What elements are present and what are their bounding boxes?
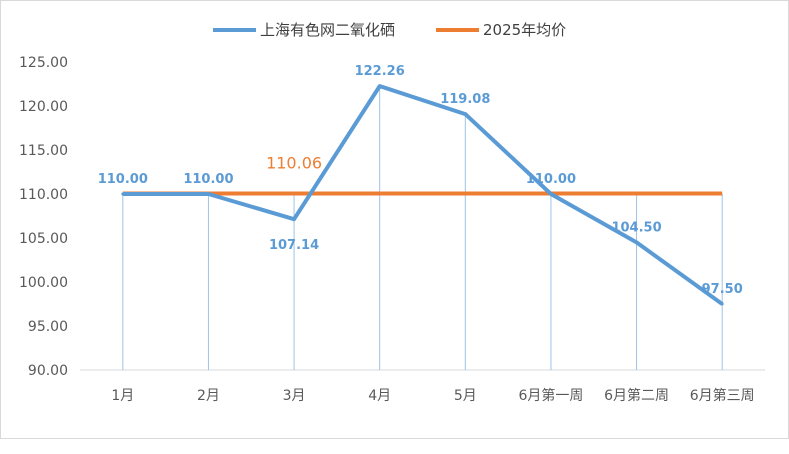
- y-tick-label: 90.00: [28, 363, 68, 379]
- x-tick-label: 5月: [454, 388, 477, 404]
- chart-frame: [0, 0, 789, 439]
- x-axis: 1月 2月 3月 4月 5月 6月第一周 6月第二周 6月第三周: [80, 369, 765, 404]
- y-tick-label: 105.00: [19, 231, 68, 247]
- data-label-2025-average: 110.06: [266, 153, 322, 172]
- legend: 上海有色网二氧化硒 2025年均价: [213, 21, 566, 39]
- series-point-selenium-dioxide: [121, 192, 125, 196]
- y-tick-label: 110.00: [19, 187, 68, 203]
- series-point-selenium-dioxide: [206, 192, 210, 196]
- data-label-selenium-dioxide: 122.26: [355, 64, 405, 79]
- data-label-selenium-dioxide: 107.14: [269, 238, 319, 253]
- y-tick-label: 120.00: [19, 99, 68, 115]
- plot-area: [121, 84, 724, 306]
- data-label-selenium-dioxide: 110.00: [98, 172, 148, 187]
- y-tick-label: 115.00: [19, 143, 68, 159]
- series-point-selenium-dioxide: [635, 240, 639, 244]
- y-tick-label: 95.00: [28, 319, 68, 335]
- x-tick-label: 1月: [111, 388, 134, 404]
- series-point-selenium-dioxide: [378, 84, 382, 88]
- y-axis: 90.00 95.00 100.00 105.00 110.00 115.00 120.00…: [19, 55, 68, 379]
- drop-lines: [122, 86, 723, 370]
- data-labels: 110.00 110.00 107.14 122.26 119.08 110.00 104.…: [98, 64, 743, 297]
- legend-label-series-2: 2025年均价: [483, 21, 566, 39]
- data-label-selenium-dioxide: 97.50: [702, 282, 743, 297]
- legend-label-series-1: 上海有色网二氧化硒: [260, 21, 395, 39]
- series-line-selenium-dioxide: [122, 84, 724, 306]
- y-tick-label: 125.00: [19, 55, 68, 71]
- data-label-selenium-dioxide: 104.50: [611, 220, 661, 235]
- x-tick-label: 4月: [368, 388, 391, 404]
- x-tick-label: 6月第三周: [690, 387, 755, 404]
- data-label-selenium-dioxide: 110.00: [526, 172, 576, 187]
- y-tick-label: 100.00: [19, 275, 68, 291]
- data-label-selenium-dioxide: 119.08: [440, 92, 490, 107]
- x-tick-label: 6月第二周: [604, 387, 669, 404]
- data-label-selenium-dioxide: 110.00: [183, 172, 233, 187]
- series-point-selenium-dioxide: [720, 302, 724, 306]
- x-tick-label: 3月: [283, 388, 306, 404]
- series-point-selenium-dioxide: [292, 217, 296, 221]
- series-point-selenium-dioxide: [549, 192, 553, 196]
- x-tick-label: 6月第一周: [518, 387, 583, 404]
- series-point-selenium-dioxide: [463, 112, 467, 116]
- x-tick-label: 2月: [197, 388, 220, 404]
